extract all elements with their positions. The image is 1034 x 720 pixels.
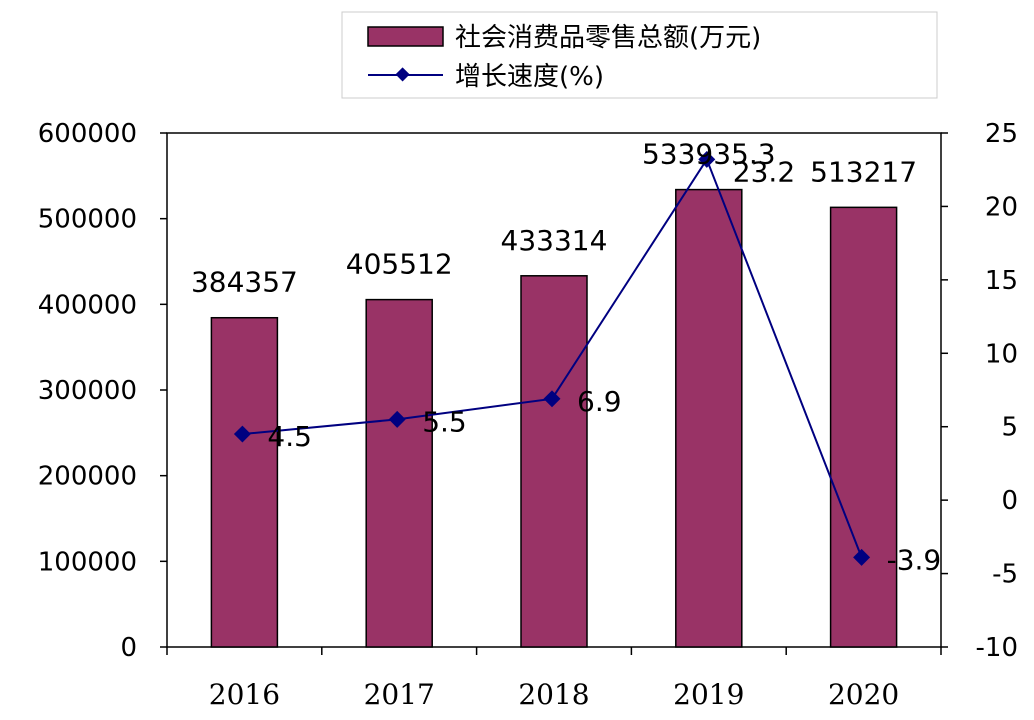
x-tick-label: 2019 (673, 678, 744, 711)
line-value-label: 6.9 (577, 385, 622, 418)
left-tick-label: 300000 (38, 376, 137, 406)
line-point (233, 425, 251, 443)
data-labels: 384357 405512 433314 533935.3 513217 4.5 5.5 6.… (191, 138, 941, 577)
left-tick-label: 200000 (38, 462, 137, 492)
legend: 社会消费品零售总额(万元) 增长速度(%) (341, 11, 938, 99)
legend-bar-swatch (367, 26, 444, 47)
left-tick-label: 600000 (38, 119, 137, 149)
left-axis: 600000 500000 400000 300000 200000 100000 0 (38, 119, 167, 663)
left-tick-label: 500000 (38, 205, 137, 235)
left-tick-label: 0 (120, 633, 137, 663)
bar-value-label: 533935.3 (642, 138, 776, 171)
line-series (233, 150, 871, 566)
x-tick-label: 2017 (364, 678, 435, 711)
bar-value-label: 405512 (346, 248, 453, 281)
bar-series (210, 188, 898, 648)
line-point (853, 548, 871, 566)
line-point (388, 410, 406, 428)
bar-value-label: 384357 (191, 266, 298, 299)
right-tick-label: 15 (985, 266, 1018, 296)
bar (675, 188, 743, 648)
line-point (543, 390, 561, 408)
bar-value-label: 433314 (501, 224, 608, 257)
line-value-label: 5.5 (422, 405, 467, 438)
bar (365, 298, 433, 648)
right-tick-label: 10 (985, 339, 1018, 369)
line-point (698, 150, 716, 168)
x-tick-label: 2018 (518, 678, 589, 711)
bar-value-label: 513217 (810, 155, 917, 188)
legend-bar-label: 社会消费品零售总额(万元) (455, 23, 761, 53)
line-value-label: -3.9 (887, 543, 942, 576)
x-axis: 2016 2017 2018 2019 2020 (166, 647, 942, 711)
legend-line-label: 增长速度(%) (455, 62, 604, 92)
line-value-label: 4.5 (267, 420, 312, 453)
right-tick-label: 25 (985, 119, 1018, 149)
x-tick-label: 2020 (828, 678, 899, 711)
bar (520, 275, 588, 648)
legend-line-marker (395, 67, 410, 82)
bar (210, 316, 279, 648)
right-tick-label: -5 (992, 560, 1018, 590)
bar (829, 206, 898, 648)
right-tick-label: -10 (976, 633, 1018, 663)
line-value-label: 23.2 (733, 155, 795, 188)
right-tick-label: 5 (1001, 413, 1018, 443)
right-tick-label: 0 (1001, 486, 1018, 516)
x-tick-label: 2016 (209, 678, 280, 711)
right-axis: 25 20 15 10 5 0 -5 -10 (941, 119, 1018, 663)
right-tick-label: 20 (985, 192, 1018, 222)
left-tick-label: 100000 (38, 547, 137, 577)
left-tick-label: 400000 (38, 290, 137, 320)
